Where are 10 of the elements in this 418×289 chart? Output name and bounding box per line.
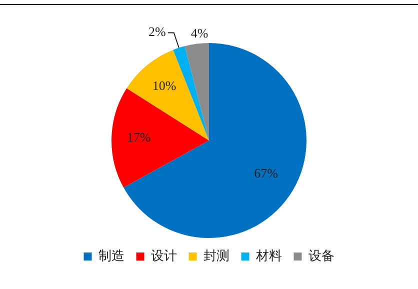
legend-label: 制造	[98, 248, 124, 264]
legend-label: 材料	[254, 248, 282, 264]
data-label: 17%	[126, 130, 151, 145]
data-label: 4%	[190, 25, 208, 40]
data-label: 2%	[148, 24, 166, 40]
legend-label: 设备	[308, 248, 334, 264]
legend-label: 封测	[203, 248, 230, 264]
legend-label: 设计	[150, 248, 177, 264]
data-label: 10%	[152, 78, 176, 93]
data-label: 67%	[254, 166, 278, 181]
